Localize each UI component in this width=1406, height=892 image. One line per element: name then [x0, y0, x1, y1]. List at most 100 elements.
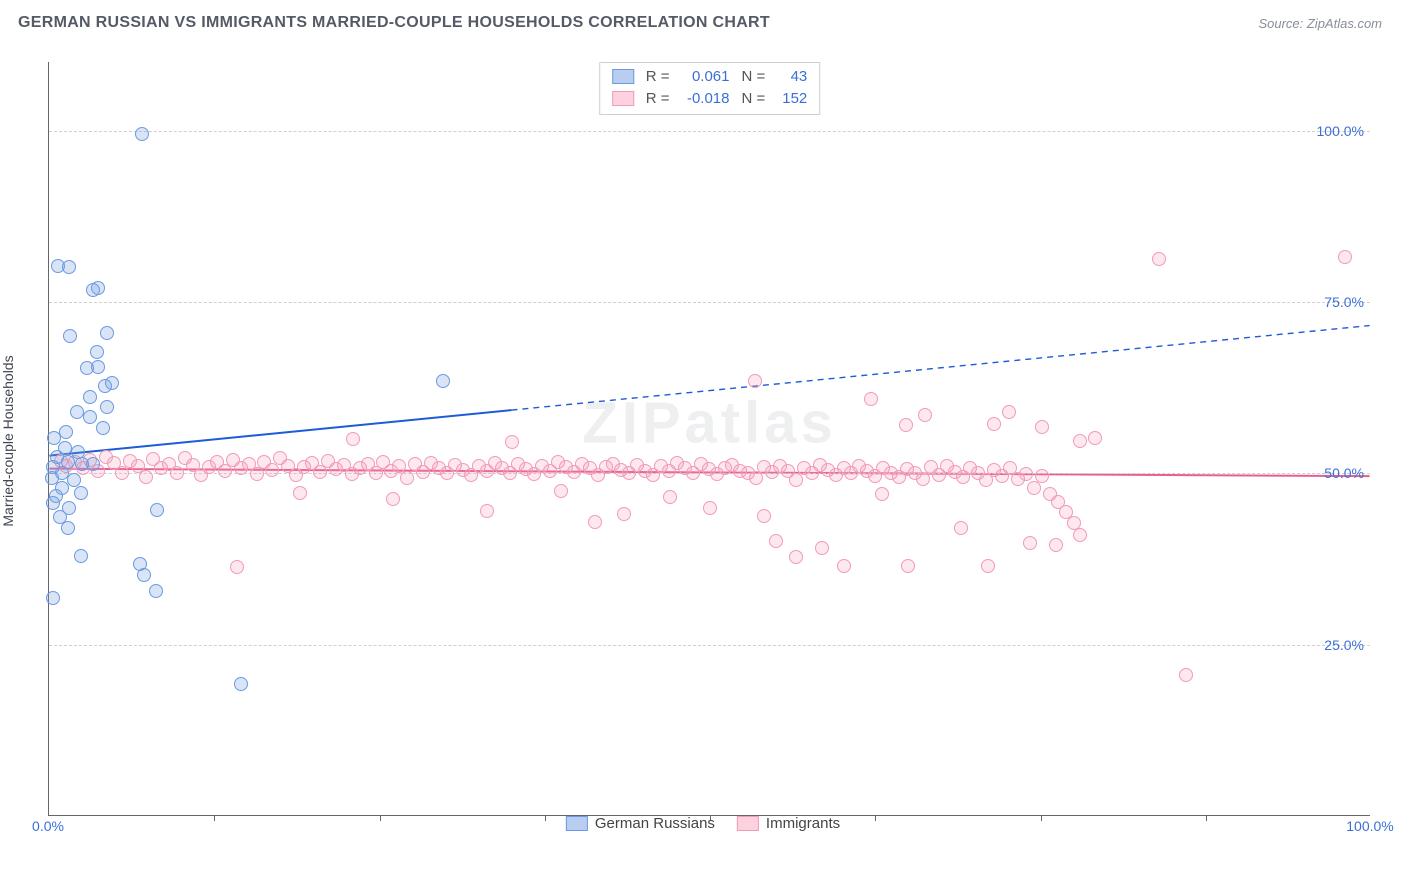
scatter-point [1035, 469, 1049, 483]
y-tick-label: 100.0% [1317, 123, 1364, 139]
x-tick [1206, 815, 1207, 821]
x-tick [545, 815, 546, 821]
x-tick-label: 0.0% [32, 818, 64, 834]
x-tick [380, 815, 381, 821]
stat-r-label: R = [646, 66, 670, 88]
swatch-blue-icon [566, 816, 588, 831]
regression-lines [49, 62, 1370, 815]
gridline [49, 645, 1370, 646]
legend-item-blue: German Russians [566, 815, 715, 832]
scatter-point [1019, 467, 1033, 481]
scatter-point [1338, 250, 1352, 264]
y-tick-label: 75.0% [1324, 294, 1364, 310]
scatter-point [100, 326, 114, 340]
x-tick [214, 815, 215, 821]
scatter-point [83, 410, 97, 424]
scatter-point [139, 470, 153, 484]
scatter-point [1179, 668, 1193, 682]
y-axis-label: Married-couple Households [0, 355, 16, 526]
scatter-point [150, 503, 164, 517]
scatter-point [918, 408, 932, 422]
scatter-point [899, 418, 913, 432]
stat-n-blue: 43 [773, 66, 807, 88]
scatter-point [346, 432, 360, 446]
scatter-point [1073, 528, 1087, 542]
scatter-point [46, 591, 60, 605]
stat-n-label: N = [742, 66, 766, 88]
scatter-point [588, 515, 602, 529]
scatter-point [265, 463, 279, 477]
scatter-point [1152, 252, 1166, 266]
scatter-point [1088, 431, 1102, 445]
scatter-point [981, 559, 995, 573]
scatter-point [100, 400, 114, 414]
stats-row-pink: R = -0.018 N = 152 [612, 88, 808, 110]
scatter-point [480, 504, 494, 518]
scatter-point [135, 127, 149, 141]
scatter-point [436, 374, 450, 388]
stat-n-label: N = [742, 88, 766, 110]
scatter-point [748, 374, 762, 388]
scatter-point [837, 559, 851, 573]
stats-row-blue: R = 0.061 N = 43 [612, 66, 808, 88]
y-tick-label: 25.0% [1324, 637, 1364, 653]
gridline [49, 131, 1370, 132]
bottom-legend: German Russians Immigrants [566, 815, 840, 832]
scatter-point [663, 490, 677, 504]
scatter-point [67, 473, 81, 487]
scatter-point [617, 507, 631, 521]
scatter-point [96, 421, 110, 435]
scatter-point [86, 283, 100, 297]
scatter-point [987, 417, 1001, 431]
scatter-point [1035, 420, 1049, 434]
scatter-point [400, 471, 414, 485]
swatch-pink-icon [612, 91, 634, 106]
scatter-point [234, 677, 248, 691]
scatter-point [1023, 536, 1037, 550]
chart-container: Married-couple Households ZIPatlas R = 0… [18, 46, 1388, 836]
watermark: ZIPatlas [582, 390, 836, 457]
scatter-point [875, 487, 889, 501]
legend-label-pink: Immigrants [766, 815, 840, 832]
plot-area: ZIPatlas R = 0.061 N = 43 R = -0.018 N =… [48, 62, 1370, 816]
scatter-point [505, 435, 519, 449]
scatter-point [1073, 434, 1087, 448]
x-tick [875, 815, 876, 821]
stats-legend-box: R = 0.061 N = 43 R = -0.018 N = 152 [599, 62, 821, 115]
scatter-point [703, 501, 717, 515]
scatter-point [250, 467, 264, 481]
gridline [49, 302, 1370, 303]
scatter-point [789, 550, 803, 564]
stat-n-pink: 152 [773, 88, 807, 110]
swatch-pink-icon [737, 816, 759, 831]
scatter-point [115, 466, 129, 480]
scatter-point [815, 541, 829, 555]
scatter-point [90, 345, 104, 359]
scatter-point [230, 560, 244, 574]
scatter-point [74, 486, 88, 500]
scatter-point [554, 484, 568, 498]
scatter-point [864, 392, 878, 406]
scatter-point [105, 376, 119, 390]
scatter-point [789, 473, 803, 487]
chart-title: GERMAN RUSSIAN VS IMMIGRANTS MARRIED-COU… [18, 14, 770, 32]
scatter-point [769, 534, 783, 548]
scatter-point [149, 584, 163, 598]
stat-r-pink: -0.018 [678, 88, 730, 110]
scatter-point [386, 492, 400, 506]
legend-item-pink: Immigrants [737, 815, 840, 832]
legend-label-blue: German Russians [595, 815, 715, 832]
scatter-point [137, 568, 151, 582]
x-tick [1041, 815, 1042, 821]
scatter-point [1027, 481, 1041, 495]
scatter-point [1002, 405, 1016, 419]
x-tick-label: 100.0% [1346, 818, 1393, 834]
scatter-point [901, 559, 915, 573]
scatter-point [954, 521, 968, 535]
scatter-point [46, 496, 60, 510]
scatter-point [916, 472, 930, 486]
scatter-point [757, 509, 771, 523]
scatter-point [63, 329, 77, 343]
scatter-point [293, 486, 307, 500]
scatter-point [170, 466, 184, 480]
